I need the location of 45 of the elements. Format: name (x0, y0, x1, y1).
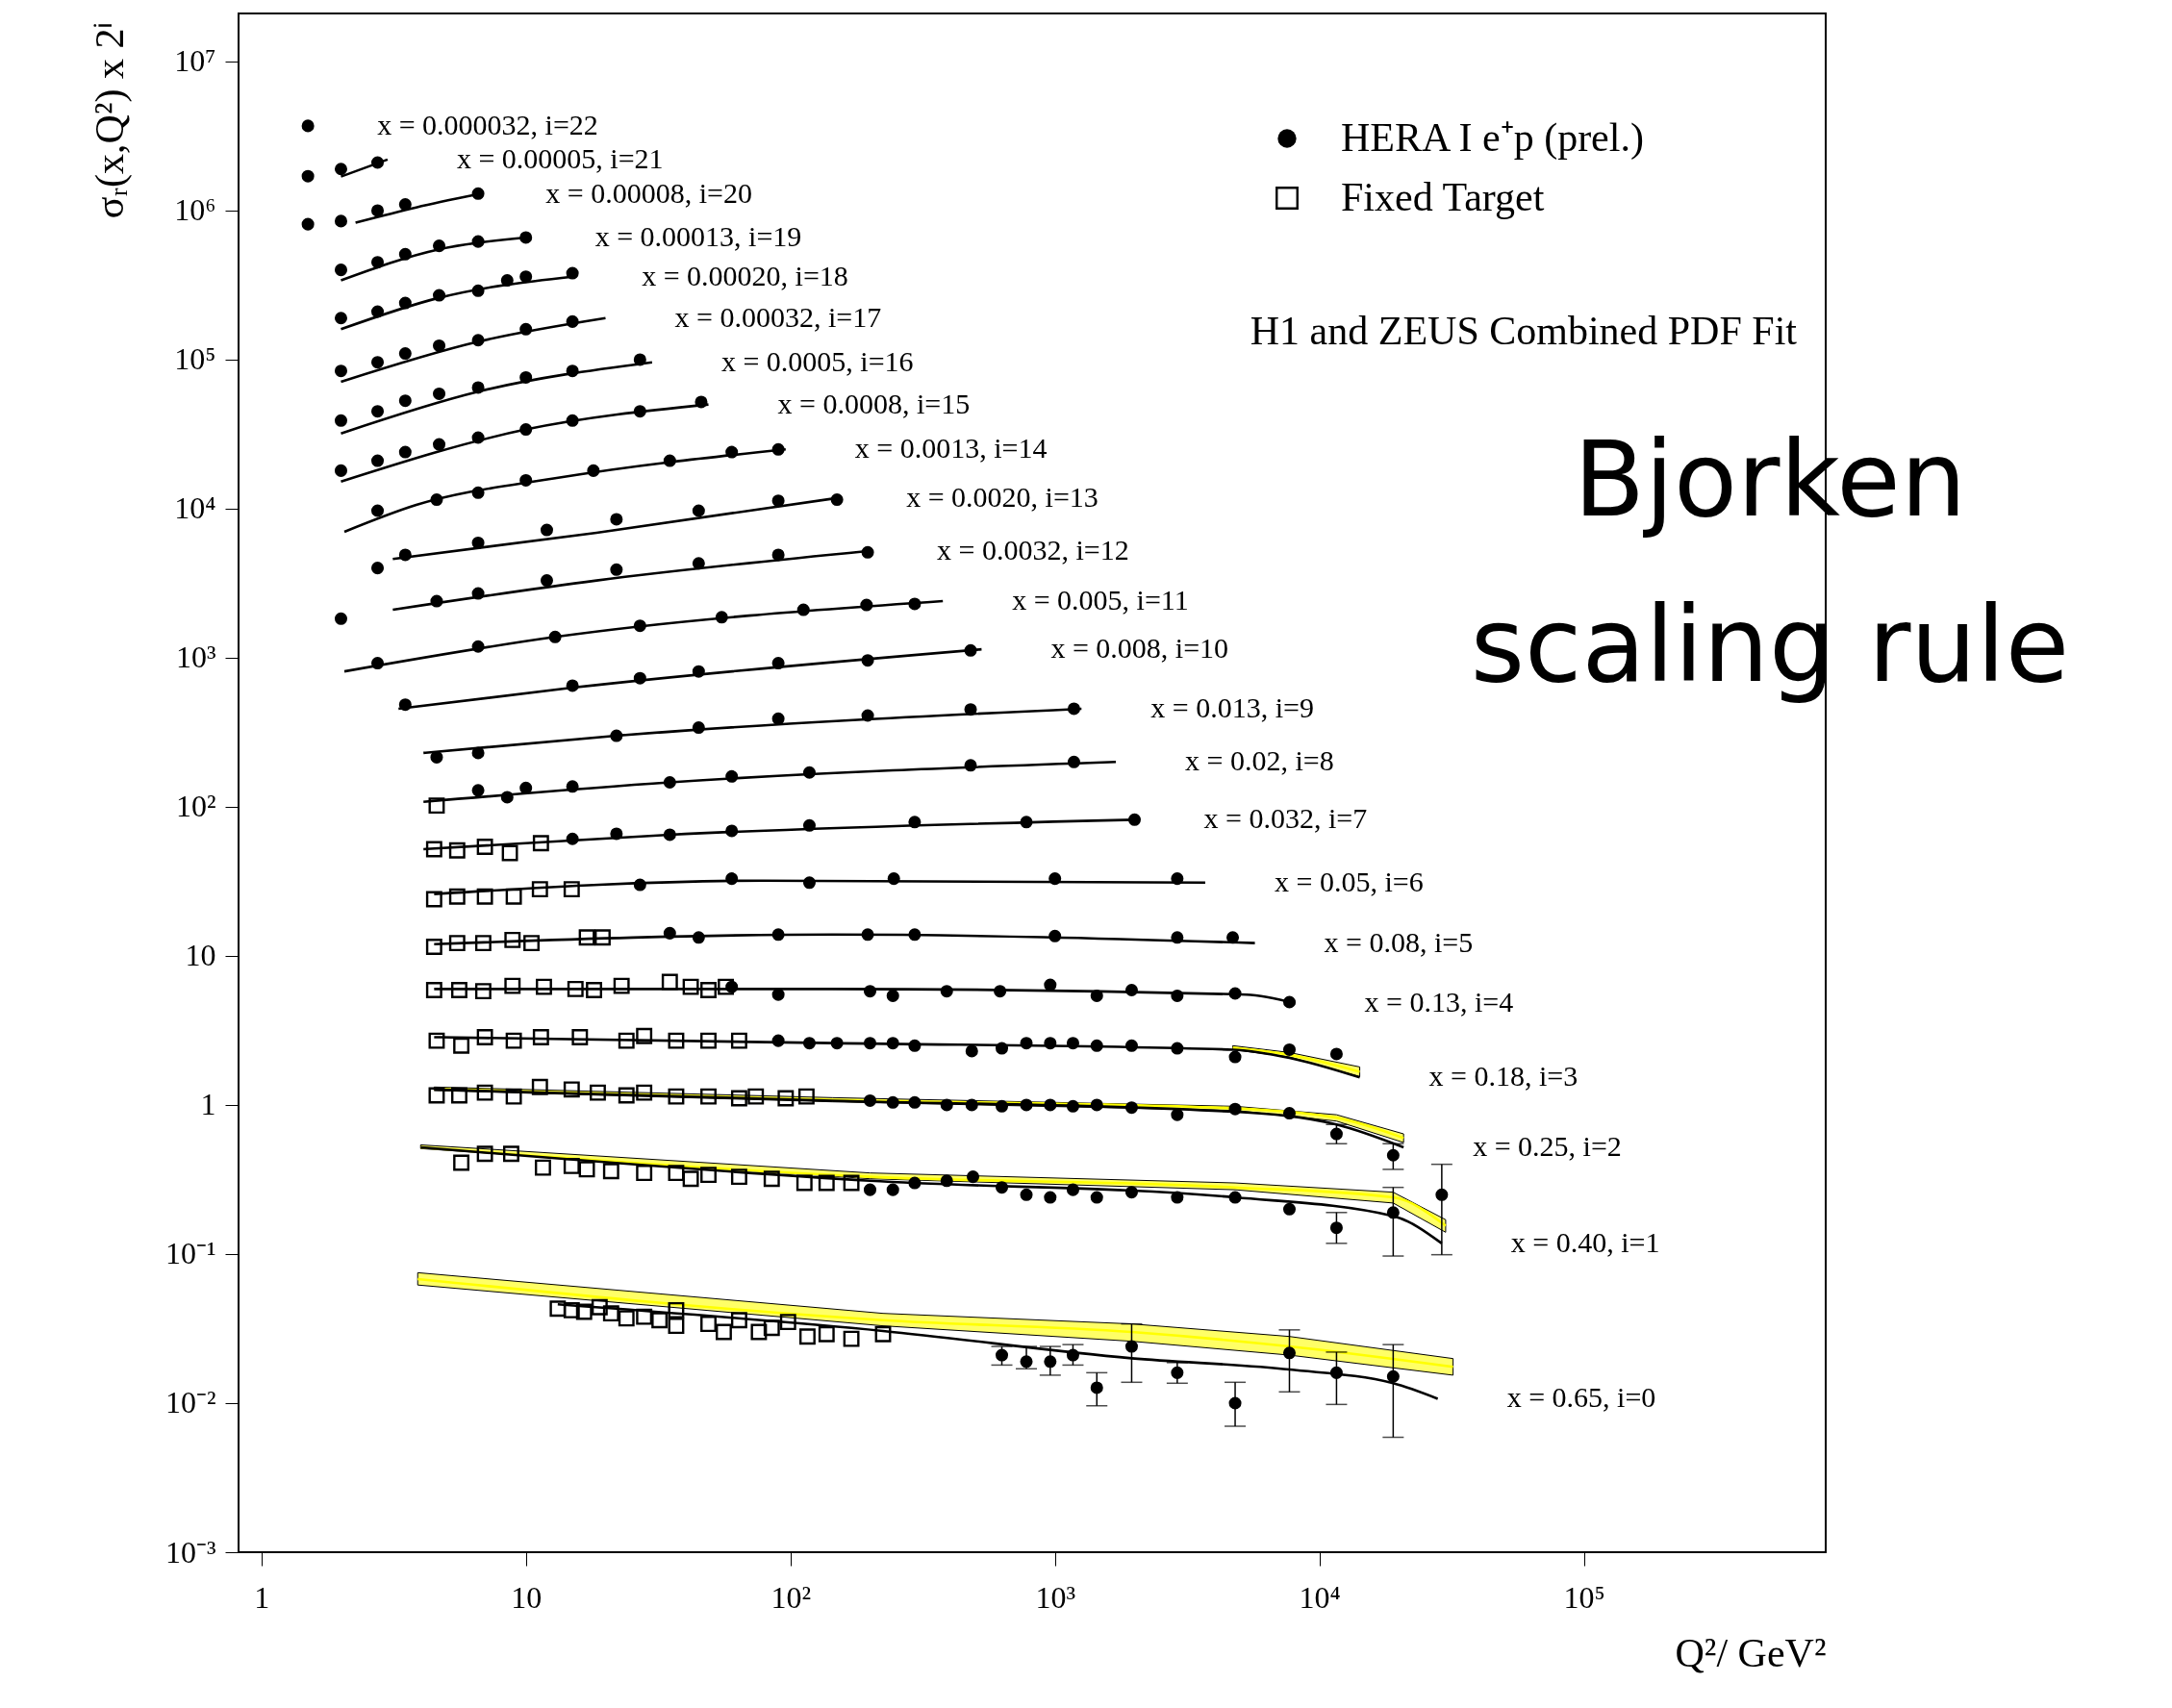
annotation: x = 0.0008, i=15 (777, 387, 971, 419)
annotation: x = 0.00020, i=18 (642, 259, 848, 291)
annotation: x = 0.08, i=5 (1324, 925, 1474, 958)
annotation: x = 0.032, i=7 (1203, 802, 1368, 835)
annotation: x = 0.000032, i=22 (377, 108, 598, 140)
annotation: x = 0.65, i=0 (1506, 1381, 1656, 1414)
y-tick-label: 10⁵ (174, 341, 216, 377)
x-tick-label: 1 (254, 1579, 270, 1615)
x-tick-label: 10⁴ (1299, 1579, 1341, 1615)
y-tick-label: 10⁷ (174, 43, 216, 79)
y-axis-title: σᵣ(x,Q²) x 2ⁱ (87, 21, 133, 219)
annotation: H1 and ZEUS Combined PDF Fit (1250, 309, 1798, 353)
annotation: x = 0.13, i=4 (1364, 986, 1514, 1018)
x-tick-label: 10³ (1035, 1579, 1075, 1615)
y-tick-label: 10 (185, 938, 216, 973)
annotation: x = 0.008, i=10 (1050, 632, 1229, 665)
y-tick-label: 10⁴ (174, 490, 216, 526)
annotation: x = 0.0013, i=14 (854, 432, 1048, 465)
x-tick-label: 10⁵ (1563, 1579, 1605, 1615)
y-tick-label: 10⁻¹ (164, 1236, 216, 1271)
annotation: x = 0.05, i=6 (1274, 865, 1424, 897)
x-axis-title: Q²/ GeV² (1675, 1630, 1827, 1675)
annotation: x = 0.18, i=3 (1428, 1060, 1578, 1093)
y-tick-label: 10⁻³ (164, 1534, 216, 1570)
legend-label: HERA I e⁺p (prel.) (1341, 115, 1644, 161)
annotation: x = 0.0020, i=13 (906, 480, 1099, 513)
annotation: x = 0.005, i=11 (1012, 584, 1189, 616)
x-tick-label: 10 (511, 1579, 543, 1615)
y-tick-label: 10⁶ (174, 192, 216, 228)
annotation: x = 0.25, i=2 (1473, 1130, 1622, 1162)
annotation: x = 0.00013, i=19 (594, 219, 802, 252)
annotation: x = 0.00008, i=20 (545, 177, 752, 210)
annotation: x = 0.00005, i=21 (456, 141, 664, 174)
legend-label: Fixed Target (1341, 175, 1545, 219)
annotation: x = 0.40, i=1 (1510, 1225, 1660, 1258)
annotation: x = 0.00032, i=17 (674, 300, 882, 333)
annotation: x = 0.02, i=8 (1185, 744, 1334, 777)
annotation: x = 0.013, i=9 (1150, 691, 1314, 723)
y-tick-label: 1 (200, 1087, 216, 1122)
y-tick-label: 10³ (175, 640, 216, 675)
annotation: x = 0.0032, i=12 (937, 533, 1129, 565)
annotation: x = 0.0005, i=16 (720, 344, 914, 377)
y-tick-label: 10⁻² (164, 1385, 216, 1420)
y-tick-label: 10² (175, 789, 216, 824)
x-tick-label: 10² (770, 1579, 811, 1615)
